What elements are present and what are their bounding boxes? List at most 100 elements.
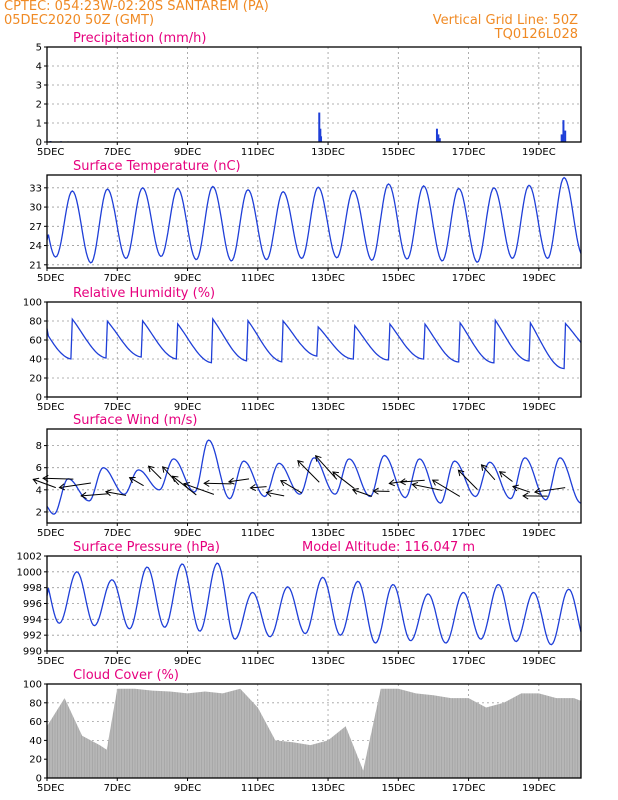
x-tick-label: 9DEC <box>174 783 201 794</box>
x-tick-label: 5DEC <box>37 273 64 284</box>
x-tick-label: 13DEC <box>311 402 345 413</box>
x-tick-label: 11DEC <box>241 273 275 284</box>
panel-frame <box>46 683 582 779</box>
x-tick-label: 5DEC <box>37 656 64 667</box>
x-tick-label: 17DEC <box>452 528 486 539</box>
x-tick-label: 11DEC <box>241 147 275 158</box>
x-tick-label: 9DEC <box>174 402 201 413</box>
panel-title: Surface Temperature (nC) <box>73 159 241 174</box>
y-tick-label: 1 <box>36 119 42 130</box>
wind-arrow <box>280 480 302 494</box>
wind-arrow-head <box>227 477 235 485</box>
temperature-line <box>46 176 582 264</box>
wind-arrow <box>148 465 162 480</box>
wind-arrow-head <box>372 487 379 495</box>
x-tick-label: 5DEC <box>37 783 64 794</box>
x-tick-label: 15DEC <box>381 402 415 413</box>
wind-arrow-head <box>388 479 396 487</box>
panel-cloud: 0 20 40 60 80 100 5DEC 7DEC 9DEC 11DEC 13DEC 15DEC 1… <box>23 668 582 794</box>
y-tick-label: 2 <box>36 100 42 111</box>
wind-arrow <box>266 491 285 497</box>
wind-arrow <box>412 483 443 491</box>
panel-title: Relative Humidity (%) <box>73 286 215 301</box>
y-tick-label: 0 <box>36 774 42 785</box>
wind-arrow-head <box>128 476 136 484</box>
panel-frame <box>46 174 582 269</box>
y-tick-label: 5 <box>36 43 42 54</box>
x-tick-label: 13DEC <box>311 273 345 284</box>
x-tick-label: 19DEC <box>522 147 556 158</box>
y-tick-label: 6 <box>36 463 42 474</box>
y-tick-label: 80 <box>29 698 42 709</box>
y-tick-label: 40 <box>29 736 42 747</box>
y-tick-label: 20 <box>29 755 42 766</box>
header-grid-line: Vertical Grid Line: 50Z <box>432 13 578 28</box>
x-tick-label: 7DEC <box>104 147 131 158</box>
y-tick-label: 100 <box>23 680 42 691</box>
wind-arrow <box>33 478 56 489</box>
x-tick-label: 15DEC <box>381 783 415 794</box>
y-tick-label: 8 <box>36 441 42 452</box>
panel-temperature: 21 24 27 30 33 5DEC 7DEC 9DEC 11DEC 13DEC 15DEC 17D… <box>29 159 582 284</box>
y-tick-label: 1000 <box>17 567 42 578</box>
x-tick-label: 9DEC <box>174 656 201 667</box>
wind-arrow-head <box>147 465 155 473</box>
x-tick-label: 11DEC <box>241 783 275 794</box>
wind-arrow-head <box>431 479 439 486</box>
pressure-line <box>46 562 582 646</box>
wind-arrow-head <box>265 489 273 497</box>
panel-frame <box>46 301 582 398</box>
y-tick-label: 3 <box>36 81 42 92</box>
wind-arrow-head <box>411 481 419 489</box>
panel-title: Cloud Cover (%) <box>73 668 179 683</box>
wind-arrow <box>400 479 425 483</box>
x-tick-label: 11DEC <box>241 402 275 413</box>
x-tick-label: 17DEC <box>452 147 486 158</box>
wind-arrow <box>499 471 513 482</box>
wind-arrow <box>432 479 461 497</box>
x-tick-label: 9DEC <box>174 147 201 158</box>
x-tick-label: 19DEC <box>522 402 556 413</box>
wind-arrow-head <box>80 492 87 500</box>
x-tick-label: 5DEC <box>37 147 64 158</box>
wind-arrow <box>172 475 197 496</box>
wind-arrow <box>297 460 320 483</box>
cloud-area <box>47 688 581 778</box>
wind-arrow-head <box>279 480 287 487</box>
panel-precipitation: 0 1 2 3 4 5 5DEC 7DEC 9DEC 11DEC 13DEC 15DEC 17DEC 19… <box>36 31 582 158</box>
wind-line <box>46 439 582 515</box>
wind-arrow-head <box>351 487 359 495</box>
wind-arrow-head <box>332 471 339 478</box>
wind-arrow-head <box>512 484 519 492</box>
wind-arrow-head <box>315 455 322 462</box>
precip-bar <box>562 120 565 142</box>
x-tick-label: 9DEC <box>174 273 201 284</box>
y-tick-label: 4 <box>36 62 42 73</box>
y-tick-label: 80 <box>29 317 42 328</box>
wind-arrow <box>250 486 267 489</box>
header-code: TQ0126L028 <box>494 27 578 42</box>
panel-frame <box>46 46 582 143</box>
wind-arrow <box>481 464 496 481</box>
y-tick-label: 100 <box>23 298 42 309</box>
x-tick-label: 7DEC <box>104 402 131 413</box>
x-tick-label: 9DEC <box>174 528 201 539</box>
precip-bar <box>435 128 438 142</box>
wind-arrow-head <box>58 483 66 491</box>
wind-arrow <box>512 485 531 493</box>
y-tick-label: 990 <box>23 647 42 658</box>
x-tick-label: 7DEC <box>104 528 131 539</box>
y-tick-label: 4 <box>36 485 42 496</box>
panel-wind: 2 4 6 8 5DEC 7DEC 9DEC 11DEC 13DEC 15DEC 17DEC 19DE… <box>32 413 582 539</box>
panel-title: Precipitation (mm/h) <box>73 31 206 46</box>
y-tick-label: 60 <box>29 336 42 347</box>
y-tick-label: 994 <box>23 615 42 626</box>
panel-pressure: 990 992 994 996 998 1000 1002 5DEC 7DEC 9DEC 11DEC… <box>17 540 582 667</box>
x-tick-label: 5DEC <box>37 528 64 539</box>
wind-arrow-head <box>183 482 190 489</box>
panel-frame <box>46 428 582 524</box>
x-tick-label: 7DEC <box>104 656 131 667</box>
x-tick-label: 13DEC <box>311 783 345 794</box>
y-tick-label: 2 <box>36 507 42 518</box>
